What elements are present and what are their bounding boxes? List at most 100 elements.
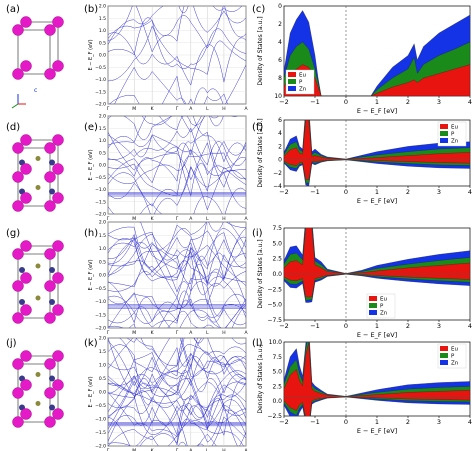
p-atom bbox=[49, 375, 55, 382]
kpoint-label: H bbox=[222, 216, 225, 222]
eu-atom bbox=[12, 142, 24, 154]
dos-area-eu bbox=[284, 342, 470, 416]
dos-area-zn bbox=[284, 120, 470, 186]
panel-label-k: (k) bbox=[84, 338, 98, 349]
eu-atom bbox=[44, 248, 56, 260]
eu-atom bbox=[52, 240, 64, 252]
x-tick-label: −2 bbox=[279, 188, 289, 196]
legend-label-eu: Eu bbox=[451, 347, 458, 353]
kpoint-label: K bbox=[151, 106, 155, 112]
energy-tick-label: −2.0 bbox=[95, 444, 106, 450]
band-line bbox=[123, 116, 246, 163]
eu-atom bbox=[44, 24, 56, 36]
dos-area-eu bbox=[284, 64, 470, 96]
band-line bbox=[108, 245, 246, 305]
y-axis-label: Density of States [a.u.] bbox=[257, 118, 264, 187]
y-axis-label: Density of States [a.u.] bbox=[257, 239, 264, 308]
band-line bbox=[108, 344, 246, 405]
band-line bbox=[108, 6, 246, 56]
kpoint-label: A bbox=[189, 216, 193, 222]
legend-label-p: P bbox=[299, 80, 303, 86]
band-line bbox=[108, 355, 246, 398]
band-line bbox=[108, 116, 239, 157]
kpoint-label: A bbox=[244, 330, 248, 336]
legend-label-eu: Eu bbox=[380, 297, 387, 303]
y-tick-label: −2.5 bbox=[267, 286, 282, 293]
x-tick-label: 0 bbox=[344, 418, 348, 426]
band-line bbox=[108, 116, 202, 133]
kpoint-label: K bbox=[151, 330, 155, 336]
kpoint-label: Γ bbox=[176, 216, 179, 222]
band-line bbox=[108, 293, 246, 328]
panel-label-c: (c) bbox=[252, 4, 265, 15]
zn-atom bbox=[35, 401, 41, 406]
band-line bbox=[108, 233, 246, 285]
energy-tick-label: −2.0 bbox=[95, 102, 106, 108]
p-atom bbox=[19, 267, 25, 273]
kpoint-label: K bbox=[151, 216, 155, 222]
band-line bbox=[108, 416, 246, 446]
eu-atom bbox=[12, 171, 24, 183]
y-tick-label: 7.5 bbox=[272, 354, 282, 361]
band-line bbox=[108, 134, 246, 181]
x-tick-label: 2 bbox=[406, 98, 410, 106]
band-line bbox=[108, 352, 246, 411]
y-tick-label: 0.0 bbox=[272, 398, 282, 405]
x-axis-label: E − E_F [eV] bbox=[357, 197, 397, 205]
crystal-cell-1 bbox=[12, 134, 64, 212]
p-atom bbox=[49, 159, 55, 166]
kpoint-label: M bbox=[132, 216, 136, 222]
energy-tick-label: −1.5 bbox=[95, 430, 106, 436]
panel-label-g: (g) bbox=[6, 228, 20, 239]
eu-atom bbox=[44, 416, 56, 428]
crystal-cell-3 bbox=[12, 350, 64, 428]
y-tick-label: −2.5 bbox=[267, 413, 282, 420]
y-tick-label: 4 bbox=[278, 130, 282, 137]
x-tick-label: −2 bbox=[279, 418, 289, 426]
x-tick-label: 4 bbox=[468, 418, 472, 426]
legend-swatch-eu bbox=[440, 346, 448, 351]
y-tick-label: 4 bbox=[278, 39, 282, 46]
eu-atom bbox=[52, 134, 64, 146]
energy-tick-label: −1.5 bbox=[95, 312, 106, 318]
band-line bbox=[128, 304, 246, 328]
kpoint-label: Γ bbox=[107, 448, 110, 451]
dos-plot-l: −2 −1 0 1 2 3 4 10.0 7.5 5.0 2.5 0.0 −2.5 E − E_F [eV… bbox=[257, 339, 472, 435]
kpoint-label: Γ bbox=[176, 448, 179, 451]
zn-atom bbox=[35, 185, 41, 190]
kpoint-label: A bbox=[244, 448, 248, 451]
legend-label-p: P bbox=[380, 304, 384, 310]
band-line bbox=[108, 222, 246, 275]
legend-swatch-p bbox=[440, 131, 448, 136]
x-axis-label: E − E_F [eV] bbox=[357, 107, 397, 115]
panel-label-j: (j) bbox=[6, 338, 17, 349]
panel-label-l: (l) bbox=[252, 338, 263, 349]
band-line bbox=[135, 405, 238, 446]
eu-atom bbox=[52, 163, 64, 175]
band-ylabel: E − E_F (eV) bbox=[88, 39, 94, 70]
energy-tick-label: 0.0 bbox=[99, 163, 106, 169]
band-line bbox=[108, 6, 246, 45]
eu-atom bbox=[52, 16, 64, 28]
dos-plot-i: −2 −1 0 1 2 3 4 7.5 5.0 2.5 0.0 −2.5 −5.0 −7.5 E − E_F… bbox=[257, 225, 472, 339]
legend-label-p: P bbox=[451, 354, 455, 360]
axis-c-label: c bbox=[34, 87, 37, 94]
p-atom bbox=[49, 299, 55, 305]
kpoint-label: H bbox=[222, 448, 225, 451]
band-line bbox=[108, 127, 246, 167]
y-tick-label: 5.0 bbox=[272, 240, 282, 247]
band-line bbox=[108, 419, 244, 446]
band-line bbox=[108, 340, 246, 387]
x-tick-label: −2 bbox=[279, 98, 289, 106]
band-line bbox=[108, 402, 246, 446]
energy-tick-label: −1.0 bbox=[95, 187, 106, 193]
y-tick-label: 2 bbox=[278, 143, 282, 150]
eu-atom bbox=[44, 142, 56, 154]
x-tick-label: 3 bbox=[437, 322, 441, 330]
kpoint-label: A bbox=[189, 448, 193, 451]
band-plot-1: Γ M K Γ A L H A 2.0 1.5 1.0 0.5 0.0 −0.5 −1.0 −1.5 −2.0 E… bbox=[88, 114, 248, 223]
eu-atom bbox=[52, 350, 64, 362]
legend-label-eu: Eu bbox=[299, 73, 306, 79]
